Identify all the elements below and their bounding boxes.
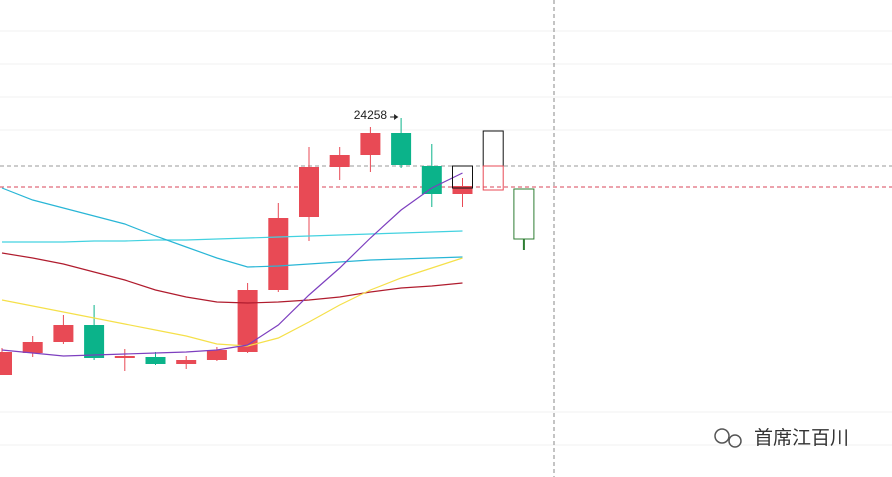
watermark: 首席江百川 bbox=[714, 427, 849, 449]
moving-average-line bbox=[1, 257, 463, 347]
candle-body bbox=[176, 360, 197, 364]
projection-body bbox=[482, 130, 504, 167]
candle-body bbox=[391, 133, 412, 165]
high-arrow-head bbox=[394, 114, 399, 120]
candle-body bbox=[53, 325, 74, 342]
high-label: 24258 bbox=[354, 108, 388, 122]
candle-body bbox=[452, 186, 473, 194]
candle-body bbox=[268, 218, 289, 290]
candle-body bbox=[237, 290, 258, 352]
moving-average-line bbox=[2, 230, 463, 243]
candle-body bbox=[0, 352, 12, 375]
candle-body bbox=[421, 166, 442, 194]
moving-average-line bbox=[1, 172, 463, 357]
candle-body bbox=[145, 357, 166, 364]
candle-body bbox=[360, 133, 381, 155]
moving-average-line bbox=[1, 252, 463, 304]
candle-body bbox=[206, 350, 227, 360]
projection-body bbox=[482, 165, 504, 191]
candle-body bbox=[84, 325, 105, 358]
projection-body bbox=[513, 188, 535, 240]
candle-body bbox=[22, 342, 43, 353]
candle-body bbox=[299, 167, 319, 217]
background-grid bbox=[0, 30, 892, 446]
candle-body bbox=[329, 155, 350, 167]
moving-average-line bbox=[1, 187, 463, 268]
candle-body bbox=[114, 356, 135, 358]
watermark-text: 首席江百川 bbox=[754, 427, 849, 449]
projection-body bbox=[452, 165, 473, 189]
